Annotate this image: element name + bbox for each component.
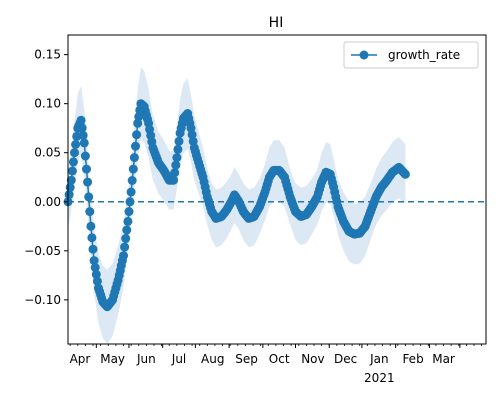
data-point [80, 151, 90, 161]
data-point [83, 177, 93, 187]
data-point [128, 164, 138, 174]
data-point [85, 207, 95, 217]
series-growth-rate [63, 99, 410, 312]
data-point [172, 153, 182, 163]
y-tick-label: 0.15 [34, 48, 61, 62]
chart-title: HI [269, 15, 284, 31]
x-tick-label: Dec [334, 352, 357, 366]
legend-label-growth-rate: growth_rate [388, 48, 460, 62]
data-point [77, 123, 87, 133]
data-point [120, 242, 130, 252]
data-point [122, 225, 132, 235]
data-point [125, 197, 135, 207]
data-point [173, 144, 183, 154]
data-point [71, 140, 81, 149]
x-tick-label: Jun [136, 352, 156, 366]
data-point [70, 148, 79, 158]
data-point [89, 256, 99, 266]
data-point [174, 136, 184, 146]
data-point [127, 176, 137, 185]
x-year-label: 2021 [364, 371, 395, 385]
data-point [66, 175, 76, 185]
data-point [123, 216, 133, 226]
data-point [68, 157, 78, 167]
x-tick-label: Nov [301, 352, 324, 366]
data-point [84, 192, 94, 202]
x-tick-label: Aug [201, 352, 224, 366]
data-point [64, 190, 74, 200]
axes: −0.10 −0.05 0.00 0.05 0.10 0.15 Apr May Jun Jul Au… [24, 34, 487, 385]
data-point [129, 153, 139, 163]
data-point [119, 251, 128, 261]
x-tick-label: Sep [235, 352, 258, 366]
data-point [169, 175, 179, 185]
data-point [121, 234, 131, 243]
x-tick-label: Jan [369, 352, 389, 366]
data-point [86, 221, 96, 231]
data-point [88, 244, 98, 254]
data-point [67, 166, 77, 176]
data-point [131, 141, 140, 151]
y-tick-label: −0.05 [24, 244, 61, 258]
x-tick-label: Feb [402, 352, 423, 366]
data-point [78, 130, 88, 140]
x-tick-label: Mar [432, 352, 455, 366]
data-point [79, 138, 89, 148]
x-tick-label: Oct [269, 352, 290, 366]
data-point [132, 130, 142, 140]
data-point [87, 233, 97, 243]
plot-frame [67, 34, 487, 345]
data-point [124, 207, 134, 217]
legend: growth_rate [343, 41, 479, 69]
data-point [82, 164, 91, 174]
y-tick-label: 0.00 [34, 195, 61, 209]
data-point [92, 276, 102, 286]
data-point [400, 169, 410, 179]
x-tick-label: Jul [171, 352, 186, 366]
data-point [126, 187, 136, 197]
data-point [76, 115, 86, 125]
y-tick-label: 0.05 [34, 146, 61, 160]
y-tick-label: 0.10 [34, 97, 61, 111]
data-point [90, 263, 100, 272]
data-point [170, 168, 180, 178]
x-tick-label: Apr [70, 352, 91, 366]
y-tick-label: −0.10 [24, 293, 61, 307]
data-point [91, 269, 101, 279]
legend-box [343, 41, 479, 69]
data-point [171, 160, 181, 170]
legend-marker-swatch [359, 50, 369, 60]
x-tick-label: May [100, 352, 125, 366]
